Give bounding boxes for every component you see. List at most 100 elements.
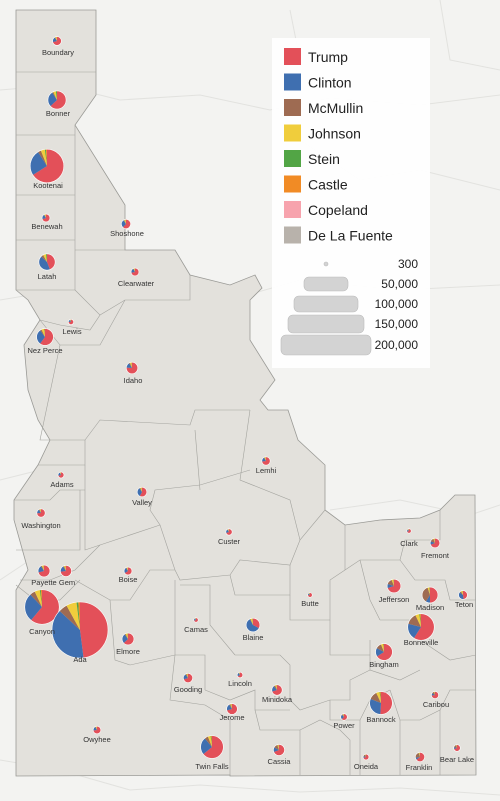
legend-swatch-johnson (284, 124, 301, 142)
pie-slice-johnson (227, 528, 229, 532)
county-label: Lewis (62, 327, 81, 336)
county-label: Teton (455, 600, 473, 609)
pie-slice-castle (45, 149, 47, 166)
pie-slice-trump (273, 744, 285, 756)
pie-outline (51, 601, 109, 659)
pie-outline (421, 586, 439, 604)
county-pie-idaho[interactable] (125, 361, 139, 375)
county-pie-clearwater[interactable] (130, 267, 140, 277)
county-pie-minidoka[interactable] (271, 684, 283, 696)
pie-outline (121, 632, 135, 646)
pie-slice-stein (65, 565, 66, 571)
county-pie-power[interactable] (340, 713, 348, 721)
county-pie-lemhi[interactable] (261, 456, 271, 466)
pie-outline (271, 684, 283, 696)
county-pie-owyhee[interactable] (92, 725, 102, 735)
pie-slice-stein (252, 618, 253, 625)
county-pie-twin-falls[interactable] (200, 735, 224, 759)
pie-slice-trump (93, 726, 101, 734)
county-pie-latah[interactable] (38, 253, 56, 271)
county-label: Ada (73, 655, 87, 664)
county-pie-benewah[interactable] (41, 213, 51, 223)
pie-slice-johnson (415, 613, 421, 627)
pie-slice-johnson (427, 587, 430, 595)
county-pie-bonner[interactable] (47, 90, 67, 110)
county-pie-kootenai[interactable] (29, 148, 65, 184)
county-label: Franklin (406, 763, 433, 772)
county-pie-blaine[interactable] (245, 617, 261, 633)
pie-slice-clinton (122, 634, 128, 644)
county-pie-payette[interactable] (37, 564, 51, 578)
pie-slice-stein (210, 735, 212, 747)
county-pie-elmore[interactable] (121, 632, 135, 646)
county-label-layer: Boundary Bonner Kootenai Benewah Shoshone Lat… (21, 48, 474, 772)
pie-slice-trump (430, 538, 440, 548)
county-label: Bear Lake (440, 755, 474, 764)
pie-slice-stein (44, 149, 47, 166)
county-label: Elmore (116, 647, 140, 656)
county-pie-jefferson[interactable] (386, 578, 402, 594)
pie-slice-clinton (375, 647, 384, 657)
pie-slice-mcmullin (459, 591, 463, 595)
pie-slice-castle (211, 735, 212, 747)
pie-slice-stein (43, 328, 45, 337)
county-pie-cassia[interactable] (273, 744, 285, 756)
pie-slice-clinton (36, 330, 45, 344)
county-pie-madison[interactable] (421, 586, 439, 604)
county-label: Clearwater (118, 279, 155, 288)
county-label: Adams (50, 480, 74, 489)
county-pie-gooding[interactable] (183, 673, 193, 683)
pie-slice-mcmullin (273, 685, 277, 690)
county-pie-oneida[interactable] (362, 753, 370, 761)
county-pie-adams[interactable] (57, 471, 65, 479)
county-label: Valley (132, 498, 152, 507)
size-legend-marker (287, 314, 365, 334)
pie-slice-stein (131, 362, 132, 368)
pie-outline (200, 735, 224, 759)
county-pie-valley[interactable] (136, 486, 148, 498)
county-pie-bear-lake[interactable] (453, 744, 461, 752)
county-pie-jerome[interactable] (226, 703, 238, 715)
pie-slice-clinton (183, 674, 188, 680)
legend-label: Trump (308, 49, 348, 65)
pie-slice-stein (429, 587, 430, 595)
pie-slice-clinton (30, 151, 47, 176)
county-pie-caribou[interactable] (431, 691, 439, 699)
county-pie-boise[interactable] (123, 566, 133, 576)
county-pie-butte[interactable] (307, 592, 313, 598)
county-pie-custer[interactable] (225, 528, 233, 536)
pie-slice-johnson (455, 744, 457, 748)
county-pie-lincoln[interactable] (236, 671, 244, 679)
county-pie-canyon[interactable] (24, 589, 60, 625)
county-pie-franklin[interactable] (415, 752, 425, 762)
pie-slice-mcmullin (41, 254, 47, 262)
county-pie-washington[interactable] (36, 508, 46, 518)
county-pie-boundary[interactable] (52, 36, 62, 46)
county-pie-ada[interactable] (51, 601, 109, 659)
county-pie-shoshone[interactable] (121, 219, 131, 229)
pie-slice-trump (42, 214, 50, 222)
county-pie-camas[interactable] (193, 617, 199, 623)
county-pie-fremont[interactable] (429, 537, 441, 549)
county-pie-clark[interactable] (406, 528, 412, 534)
pie-outline (41, 213, 51, 223)
county-label: Oneida (354, 762, 379, 771)
size-legend-marker (323, 261, 329, 267)
pie-slice-trump (363, 754, 369, 760)
pie-slice-clinton (407, 623, 421, 639)
county-pie-nez-perce[interactable] (36, 328, 54, 346)
pie-slice-clinton (51, 610, 84, 659)
pie-slice-trump (36, 508, 46, 518)
legend-swatch-stein (284, 150, 301, 167)
pie-slice-johnson (460, 590, 463, 595)
county-label: Benewah (31, 222, 62, 231)
pie-slice-clinton (273, 747, 279, 753)
county-pie-bannock[interactable] (369, 691, 393, 715)
county-pie-teton[interactable] (458, 590, 468, 600)
pie-slice-clinton (24, 594, 42, 621)
county-pie-gem[interactable] (60, 565, 72, 577)
county-pie-lewis[interactable] (68, 319, 74, 325)
county-pie-bonneville[interactable] (407, 613, 435, 641)
pie-slice-mcmullin (453, 744, 457, 748)
county-pie-bingham[interactable] (375, 643, 393, 661)
